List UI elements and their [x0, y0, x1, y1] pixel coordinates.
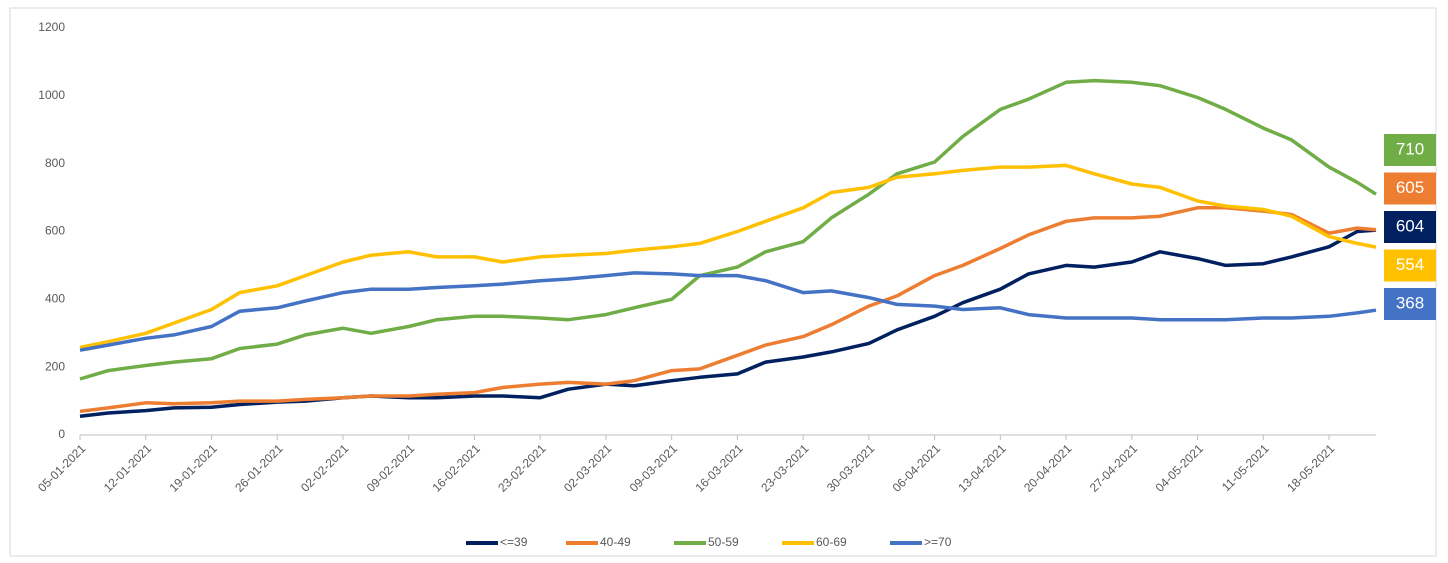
- y-tick-label: 200: [45, 359, 65, 373]
- end-text: 605: [1396, 178, 1424, 197]
- legend-label: 50-59: [708, 535, 739, 549]
- y-tick-label: 600: [45, 224, 65, 238]
- end-text: 710: [1396, 139, 1424, 158]
- y-tick-label: 800: [45, 156, 65, 170]
- end-label-box: [1384, 211, 1436, 243]
- legend-label: 60-69: [816, 535, 847, 549]
- series-line: [79, 78, 1377, 381]
- series-line: [79, 206, 1377, 414]
- end-label-box: [1384, 172, 1436, 205]
- series-line: [79, 271, 1377, 352]
- legend-label: <=39: [500, 535, 528, 549]
- series-line: [79, 163, 1377, 350]
- end-text: 604: [1396, 216, 1424, 235]
- y-tick-label: 400: [45, 292, 65, 306]
- y-tick-label: 0: [58, 427, 65, 441]
- end-text: 368: [1396, 293, 1424, 312]
- legend-label: >=70: [924, 535, 952, 549]
- y-tick-label: 1000: [38, 88, 65, 102]
- end-label-box: [1384, 288, 1436, 320]
- y-tick-label: 1200: [38, 20, 65, 34]
- legend-label: 40-49: [600, 535, 631, 549]
- end-text: 554: [1396, 255, 1424, 274]
- end-label-box: [1384, 249, 1436, 282]
- end-label-box: [1384, 134, 1436, 166]
